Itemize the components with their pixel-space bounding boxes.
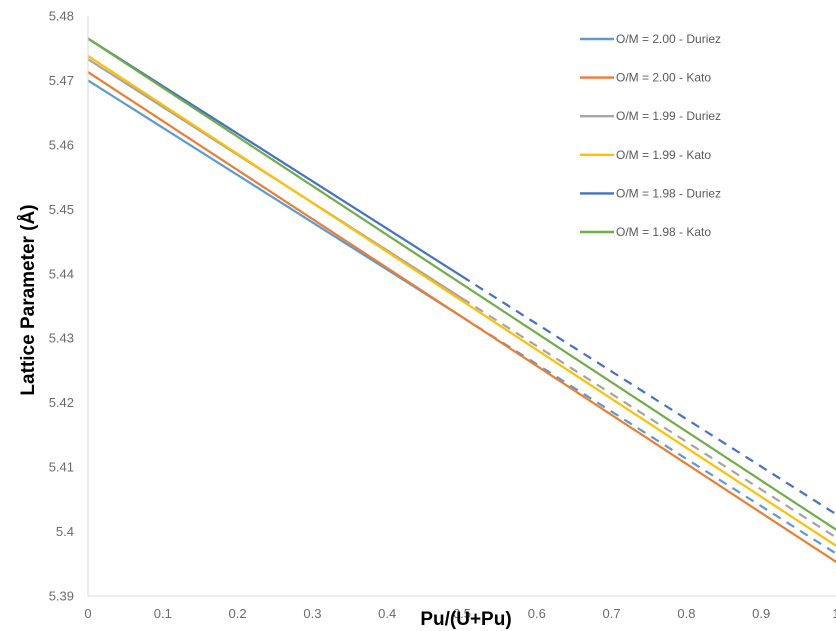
x-tick-label: 0.4	[378, 606, 396, 621]
y-tick-label: 5.43	[49, 331, 74, 346]
legend-label: O/M = 1.99 - Kato	[616, 148, 711, 162]
y-axis-ticks: 5.39 5.4 5.41 5.42 5.43 5.44 5.45 5.46 5.47 5.48	[49, 9, 74, 604]
x-axis-title: Pu/(U+Pu)	[420, 609, 511, 630]
y-axis-title: Lattice Parameter (Å)	[18, 204, 39, 395]
y-tick-label: 5.44	[49, 266, 74, 281]
x-tick-label: 0.9	[752, 606, 770, 621]
x-tick-label: 0.2	[229, 606, 247, 621]
x-tick-label: 0.6	[528, 606, 546, 621]
y-tick-label: 5.47	[49, 73, 74, 88]
legend: O/M = 2.00 - Duriez O/M = 2.00 - Kato O/M …	[580, 32, 721, 239]
x-tick-label: 0.3	[303, 606, 321, 621]
legend-label: O/M = 2.00 - Duriez	[616, 32, 721, 46]
x-tick-label: 0.8	[677, 606, 695, 621]
legend-label: O/M = 2.00 - Kato	[616, 71, 711, 85]
x-tick-label: 1	[832, 606, 836, 621]
legend-label: O/M = 1.99 - Duriez	[616, 109, 721, 123]
series-5-extrapolation-line	[461, 275, 836, 516]
series-1-line	[88, 79, 464, 319]
y-tick-label: 5.46	[49, 137, 74, 152]
x-axis-ticks: 0 0.1 0.2 0.3 0.4 0.5 0.6 0.7 0.8 0.9 1	[84, 606, 836, 621]
y-tick-label: 5.4	[56, 524, 74, 539]
x-tick-label: 0.7	[603, 606, 621, 621]
legend-label: O/M = 1.98 - Duriez	[616, 186, 721, 200]
series-1-extrapolation-line	[461, 316, 836, 555]
y-tick-label: 5.41	[49, 460, 74, 475]
series-3-extrapolation-line	[461, 297, 836, 539]
y-tick-label: 5.39	[49, 589, 74, 604]
x-tick-label: 0.1	[154, 606, 172, 621]
y-tick-label: 5.48	[49, 9, 74, 24]
series-4-line	[88, 54, 836, 547]
series-6-line	[88, 37, 836, 531]
series-2-line	[88, 70, 836, 563]
y-tick-label: 5.45	[49, 202, 74, 217]
x-tick-label: 0.5	[453, 606, 471, 621]
y-tick-label: 5.42	[49, 395, 74, 410]
legend-label: O/M = 1.98 - Kato	[616, 225, 711, 239]
x-tick-label: 0	[84, 606, 91, 621]
